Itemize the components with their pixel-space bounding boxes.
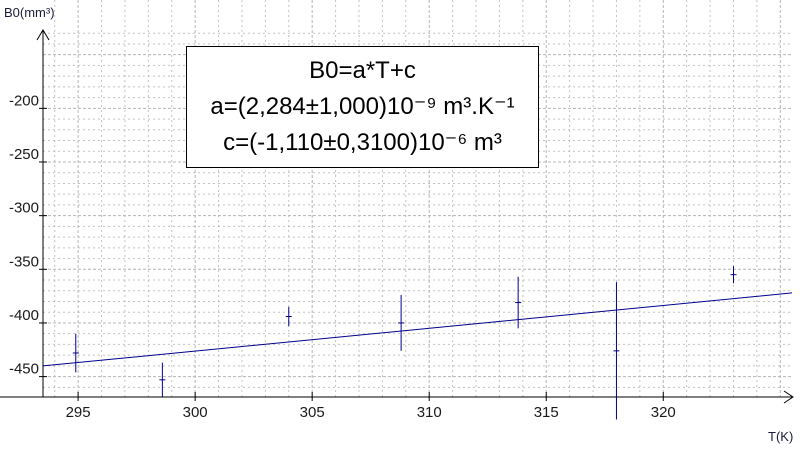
data-point [72,333,79,373]
y-tick-label: -250 [9,146,39,163]
data-point [515,276,522,329]
x-tick-label: 315 [534,404,559,421]
data-points [72,266,737,420]
fit-line [42,292,793,367]
data-point [730,266,737,284]
fit-slope-line: a=(2,284±1,000)10⁻⁹ m³.K⁻¹ [210,93,515,120]
fit-equation-box: B0=a*T+c a=(2,284±1,000)10⁻⁹ m³.K⁻¹ c=(-… [186,46,539,168]
y-axis-arrow-icon [36,29,50,41]
tick-labels: 295 300 305 310 315 320 -200 -250 -300 -350 -400 -4… [9,92,676,421]
y-tick-label: -450 [9,361,39,378]
y-tick-label: -300 [9,200,39,217]
x-axis-arrow-icon [783,390,794,404]
fit-line-segment [42,292,793,367]
x-tick-label: 305 [300,404,325,421]
x-axis-label: T(K) [768,429,793,444]
data-point [159,362,166,397]
y-tick-label: -200 [9,92,39,109]
y-axis-label: B0(mm³) [4,5,55,20]
axes [0,29,794,404]
x-tick-label: 310 [417,404,442,421]
x-tick-label: 295 [66,404,91,421]
data-point [398,295,405,351]
y-tick-label: -400 [9,307,39,324]
fit-intercept-line: c=(-1,110±0,3100)10⁻⁶ m³ [223,129,502,156]
data-point [285,306,292,327]
data-point [613,282,620,420]
fit-equation-line: B0=a*T+c [309,57,416,84]
x-tick-label: 300 [183,404,208,421]
y-tick-label: -350 [9,253,39,270]
x-tick-label: 320 [651,404,676,421]
